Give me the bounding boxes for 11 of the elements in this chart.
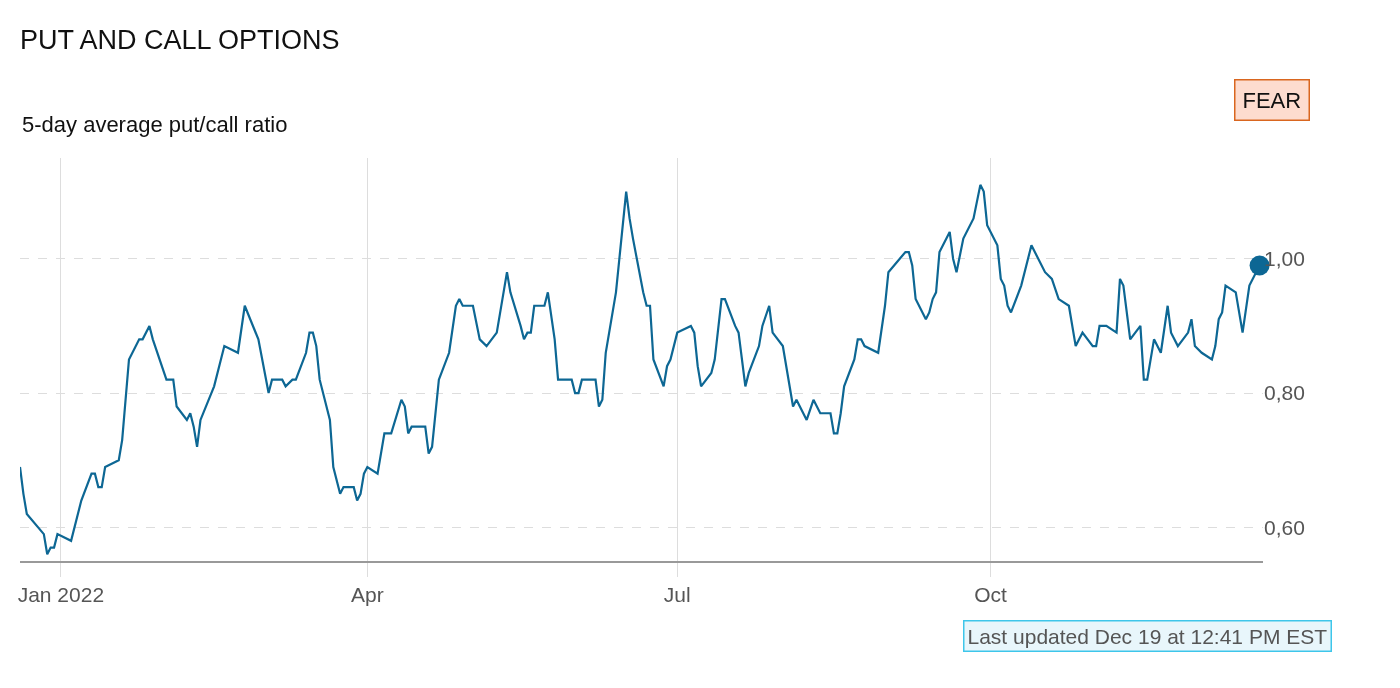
chart-subtitle: 5-day average put/call ratio [22,112,288,137]
y-tick-label: 0,60 [1264,515,1305,539]
chart-title: PUT AND CALL OPTIONS [20,25,340,56]
text: FEAR [1242,87,1302,113]
x-tick-label: Jul [663,583,691,607]
y-tick-label: 1,00 [1264,247,1305,271]
x-tick-label: Oct [974,583,1008,607]
text: Last updated Dec 19 at 12:41 PM EST [967,624,1328,648]
y-tick-label: 0,80 [1264,381,1305,405]
x-tick-label: Apr [351,583,384,607]
x-tick-label: Jan 2022 [17,583,105,607]
